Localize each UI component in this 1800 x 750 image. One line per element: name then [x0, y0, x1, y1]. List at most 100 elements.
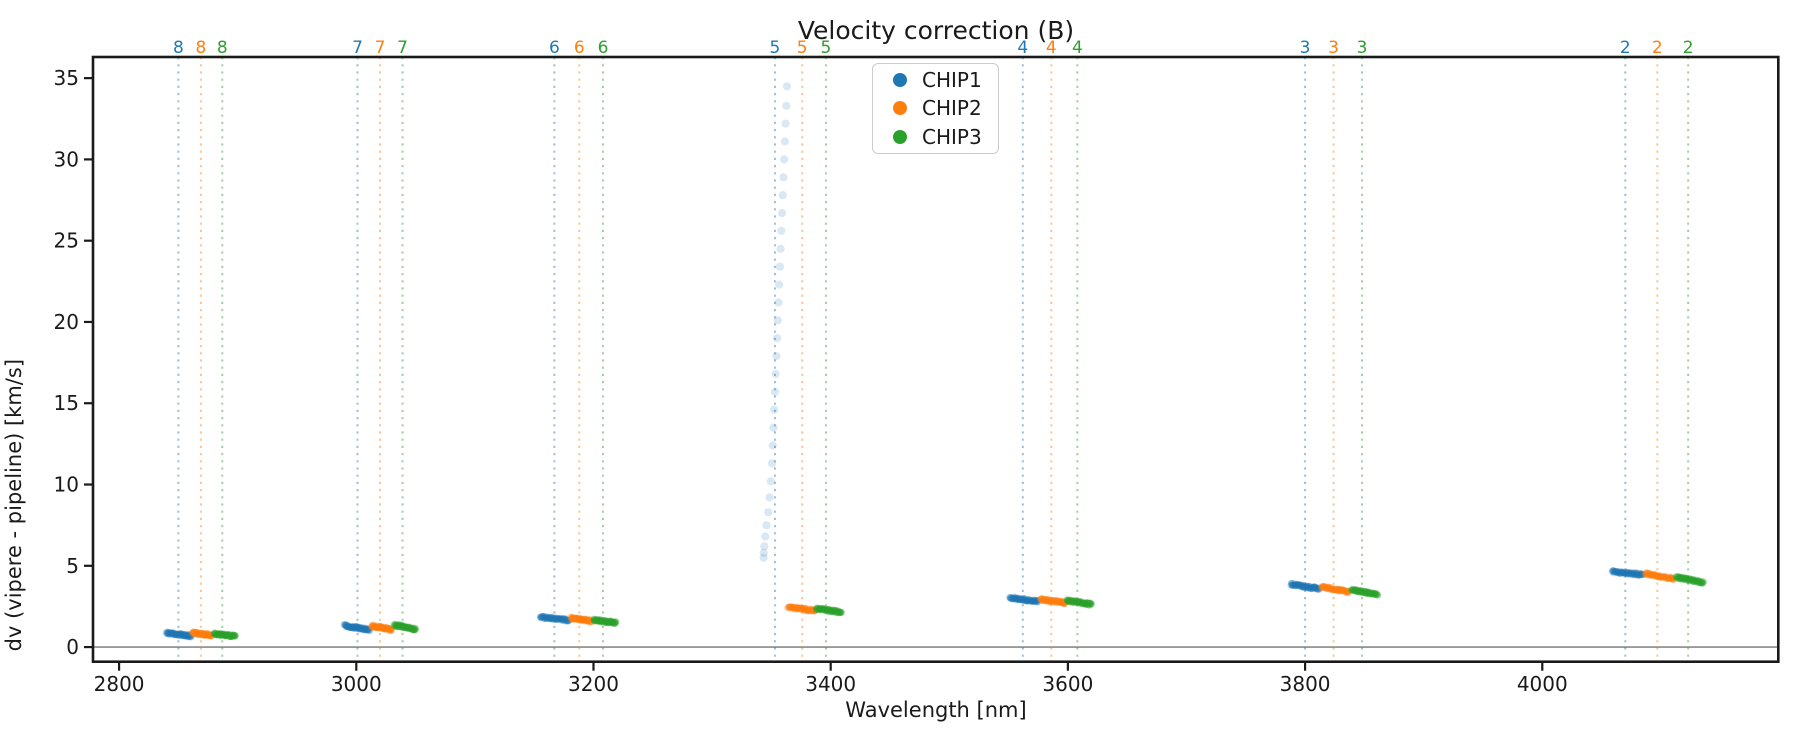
- chip-scatter-point: [164, 628, 172, 636]
- chip-scatter-point: [797, 604, 805, 612]
- chip-scatter-point: [1374, 591, 1381, 599]
- chip-scatter-point: [1644, 570, 1652, 578]
- chip-scatter-point: [386, 625, 394, 633]
- chip-scatter-point: [1068, 598, 1076, 606]
- chip-scatter-point: [1660, 573, 1667, 581]
- chip-scatter-point: [379, 624, 387, 632]
- chip-scatter-point: [590, 615, 598, 623]
- chip-scatter-point: [347, 623, 354, 631]
- chip-scatter-point: [392, 620, 399, 628]
- chip-scatter-point: [387, 624, 395, 632]
- chip-scatter-point: [213, 631, 221, 639]
- chip-scatter-point: [226, 632, 233, 640]
- chip-scatter-point: [1024, 597, 1032, 604]
- chip-scatter-point: [196, 630, 204, 638]
- chip-scatter-point: [397, 623, 405, 631]
- chip-scatter-point: [408, 625, 416, 633]
- chip-scatter-point: [1628, 569, 1636, 577]
- chip-scatter-point: [1084, 601, 1092, 609]
- chip-scatter-point: [1324, 584, 1332, 592]
- chip-scatter-point: [229, 631, 237, 639]
- chip-scatter-point: [221, 631, 229, 639]
- chip-scatter-point: [1352, 586, 1360, 594]
- chip-scatter-point: [1627, 571, 1635, 578]
- chip-scatter-point: [1692, 577, 1699, 585]
- chip-scatter-point: [1664, 574, 1672, 582]
- chip-scatter-point: [1682, 575, 1690, 583]
- chip-scatter-point: [1037, 595, 1045, 603]
- chip-scatter-point: [1077, 598, 1085, 606]
- chip-scatter-point: [190, 628, 198, 636]
- chip-scatter-point: [1631, 571, 1639, 579]
- chip-scatter-point: [1369, 590, 1377, 598]
- chip-scatter-point: [186, 632, 194, 640]
- chip-scatter-point: [803, 607, 811, 615]
- chip-scatter-point: [545, 613, 553, 621]
- chip-scatter-point: [1076, 598, 1084, 606]
- chip-scatter-point: [220, 631, 228, 639]
- chip-scatter-point: [1056, 598, 1064, 606]
- chip-scatter-point: [386, 625, 394, 633]
- chip-scatter-point: [1665, 574, 1673, 581]
- chip-scatter-point: [1678, 575, 1686, 583]
- chip-scatter-point: [359, 625, 367, 633]
- chip-scatter-point: [214, 630, 222, 638]
- outlier-trail-point: [775, 280, 784, 289]
- chip-scatter-point: [1364, 588, 1372, 596]
- chip-scatter-point: [174, 630, 182, 638]
- chip-scatter-point: [409, 625, 417, 633]
- chip-scatter-point: [1351, 586, 1359, 594]
- chip-scatter-point: [164, 630, 172, 638]
- chip-scatter-point: [1653, 571, 1661, 579]
- chip-scatter-point: [1695, 578, 1703, 586]
- chip-scatter-point: [343, 621, 351, 629]
- chip-scatter-point: [1631, 571, 1639, 579]
- chip-scatter-point: [573, 615, 581, 622]
- chip-scatter-point: [197, 630, 204, 638]
- chip-scatter-point: [195, 630, 203, 638]
- chip-scatter-point: [1639, 571, 1647, 578]
- chip-scatter-point: [1366, 590, 1374, 598]
- chip-scatter-point: [1051, 598, 1059, 606]
- chip-scatter-point: [1361, 587, 1369, 595]
- chip-scatter-point: [800, 606, 808, 614]
- chip-scatter-point: [809, 605, 817, 613]
- chip-scatter-point: [1342, 587, 1350, 595]
- chip-scatter-point: [399, 624, 407, 632]
- chip-scatter-point: [1340, 587, 1348, 595]
- chip-scatter-point: [802, 604, 810, 612]
- chip-scatter-point: [228, 632, 236, 640]
- chip-scatter-point: [1315, 586, 1323, 594]
- chip-scatter-point: [1075, 598, 1083, 606]
- chip-scatter-point: [826, 606, 834, 613]
- chip-scatter-point: [808, 605, 816, 613]
- chip-scatter-point: [201, 631, 209, 639]
- chip-scatter-point: [1339, 586, 1347, 594]
- chip-scatter-point: [1637, 570, 1645, 578]
- chip-scatter-point: [376, 623, 384, 631]
- chip-scatter-point: [403, 623, 410, 631]
- legend-item: CHIP1: [873, 66, 998, 94]
- chip-scatter-point: [396, 623, 404, 630]
- chip-scatter-point: [565, 617, 573, 624]
- chip-scatter-point: [1310, 583, 1318, 591]
- chip-scatter-point: [183, 632, 190, 640]
- chip-scatter-point: [558, 615, 566, 623]
- chip-scatter-point: [1677, 573, 1685, 581]
- chip-scatter-point: [1645, 570, 1653, 578]
- chip-scatter-point: [185, 631, 193, 639]
- chip-scatter-point: [1643, 571, 1651, 579]
- chip-scatter-point: [591, 617, 599, 625]
- chip-scatter-point: [1624, 569, 1632, 577]
- chip-scatter-point: [1081, 599, 1089, 607]
- chip-scatter-point: [368, 621, 376, 629]
- chip-scatter-point: [1669, 576, 1677, 584]
- chip-scatter-point: [374, 624, 382, 631]
- y-tick-label: 5: [66, 554, 79, 578]
- chip-scatter-point: [587, 618, 595, 626]
- chip-scatter-point: [383, 625, 391, 633]
- chip-scatter-point: [1350, 587, 1357, 595]
- chip-scatter-point: [169, 629, 177, 637]
- chip-scatter-point: [1684, 576, 1692, 584]
- chip-scatter-point: [183, 631, 191, 639]
